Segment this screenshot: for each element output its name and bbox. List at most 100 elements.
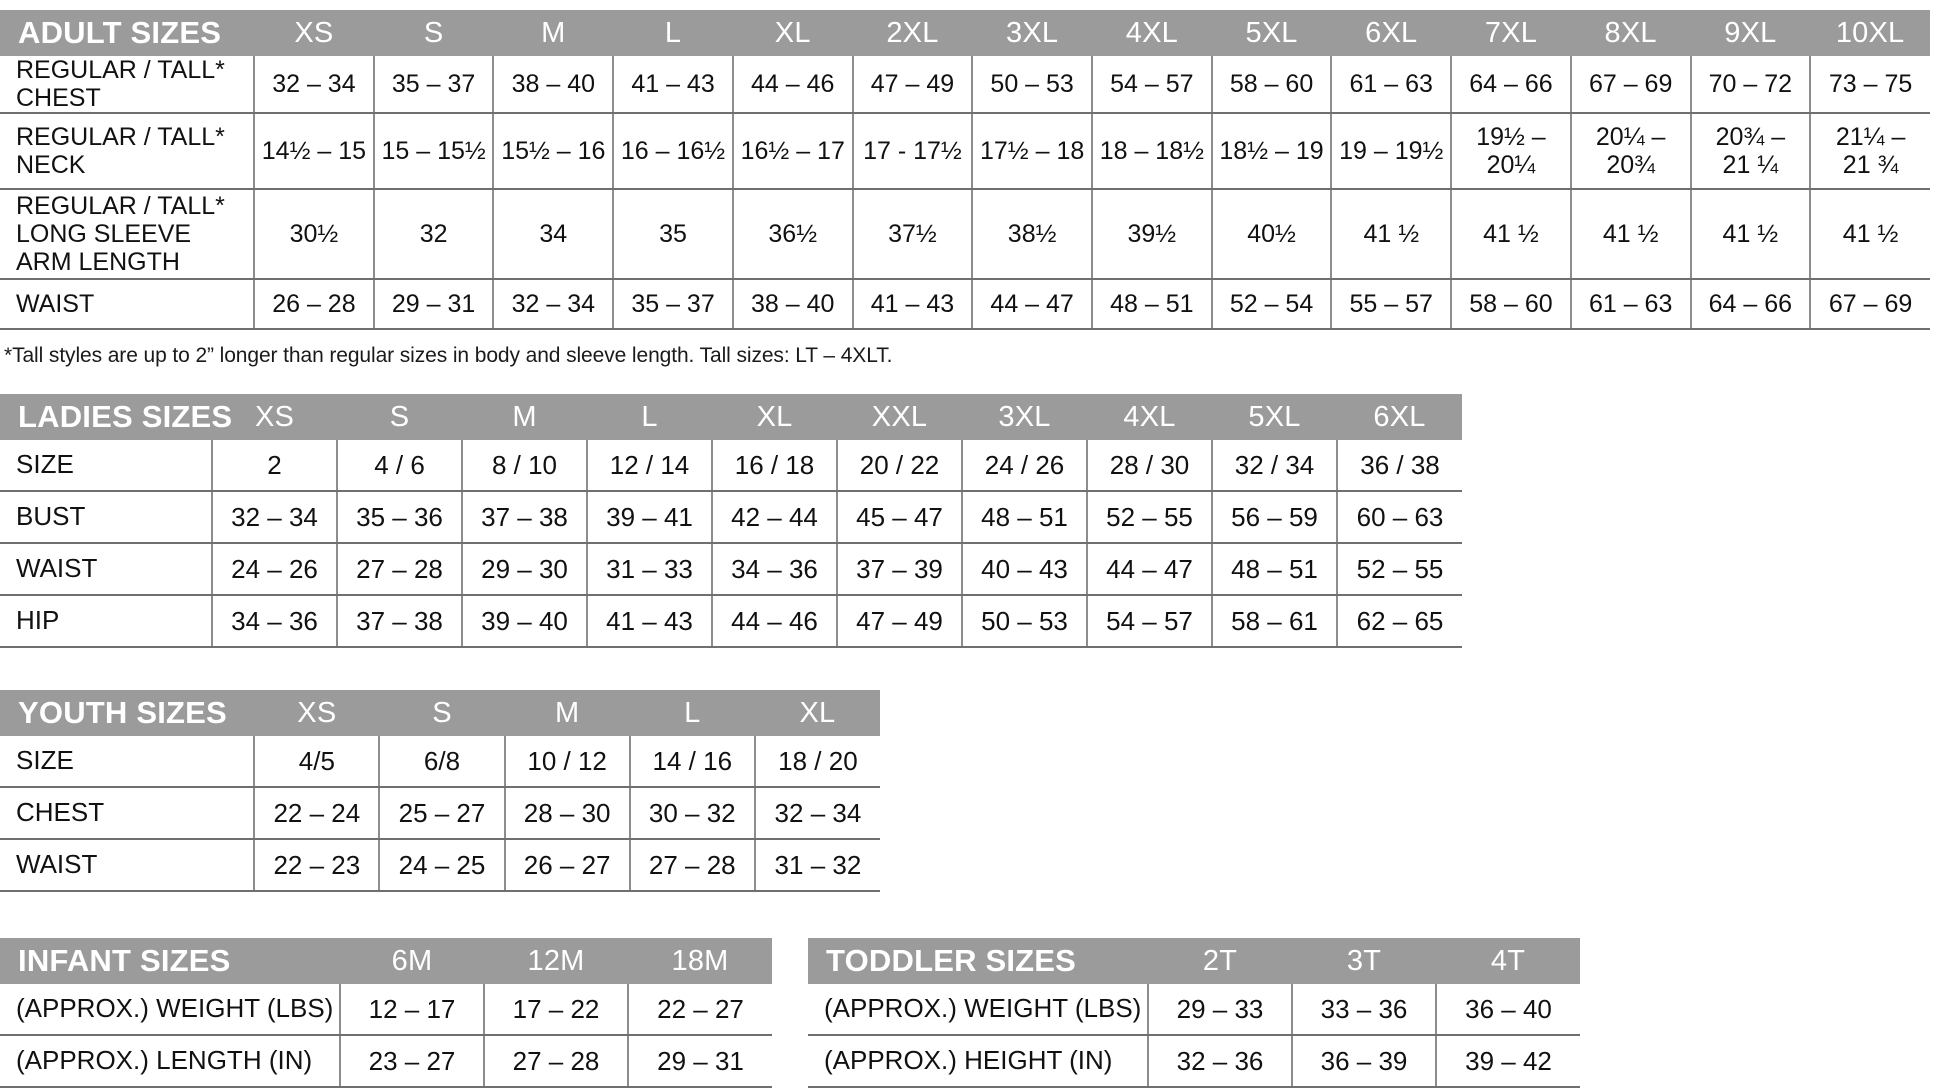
ladies-cell: 37 – 38 [462, 491, 588, 544]
ladies-size-header: 4XL [1087, 394, 1212, 440]
toddler-cell: 36 – 39 [1292, 1035, 1437, 1088]
adult-cell: 44 – 46 [732, 56, 854, 114]
adult-cell: 48 – 51 [1091, 279, 1213, 330]
adult-size-header: 9XL [1690, 10, 1811, 56]
ladies-row-label-line: BUST [16, 501, 86, 532]
adult-table-head: ADULT SIZES XS S M L XL 2XL 3XL 4XL 5XL 6XL 7XL 8XL 9… [0, 10, 1930, 56]
youth-header-row: YOUTH SIZES XS S M L XL [0, 690, 880, 736]
infant-row-label-line: (APPROX.) WEIGHT (LBS) [16, 993, 334, 1024]
ladies-cell: 45 – 47 [837, 491, 963, 544]
youth-cell: 26 – 27 [504, 839, 631, 892]
ladies-table-row: BUST 32 – 34 35 – 36 37 – 38 39 – 41 42 – 44 4… [0, 491, 1462, 544]
adult-cell: 35 – 37 [373, 56, 495, 114]
toddler-cell: 36 – 40 [1436, 984, 1580, 1036]
ladies-table-row: WAIST 24 – 26 27 – 28 29 – 30 31 – 33 34 – 36… [0, 543, 1462, 596]
adult-table-title: ADULT SIZES [0, 10, 255, 56]
toddler-table-row: (APPROX.) WEIGHT (LBS) 29 – 33 33 – 36 36 –… [808, 984, 1580, 1036]
toddler-row-label: (APPROX.) WEIGHT (LBS) [808, 984, 1149, 1036]
adult-row-label: WAIST [0, 279, 256, 330]
ladies-sizes-table: LADIES SIZES XS S M L XL XXL 3XL 4XL 5XL 6XL SIZE 2… [0, 394, 1462, 648]
infant-cell: 23 – 27 [340, 1035, 485, 1088]
size-chart-page: ADULT SIZES XS S M L XL 2XL 3XL 4XL 5XL 6XL 7XL 8XL 9… [0, 10, 1946, 1088]
toddler-table-head: TODDLER SIZES 2T 3T 4T [808, 938, 1580, 984]
ladies-cell: 40 – 43 [962, 543, 1088, 596]
adult-cell: 15½ – 16 [493, 113, 615, 190]
adult-cell: 29 – 31 [373, 279, 495, 330]
ladies-cell: 4 / 6 [337, 440, 463, 492]
adult-cell: 21¼ –21 ¾ [1810, 113, 1930, 190]
infant-cell: 27 – 28 [484, 1035, 629, 1088]
ladies-cell: 50 – 53 [962, 595, 1088, 648]
adult-cell: 32 – 34 [254, 56, 375, 114]
adult-size-header: 7XL [1451, 10, 1571, 56]
youth-table-body: SIZE 4/5 6/8 10 / 12 14 / 16 18 / 20 CHEST 22 –… [0, 736, 880, 892]
toddler-cell: 32 – 36 [1148, 1035, 1293, 1088]
adult-cell: 16½ – 17 [732, 113, 854, 190]
adult-cell: 37½ [852, 189, 974, 280]
ladies-cell: 52 – 55 [1337, 543, 1462, 596]
adult-cell: 19 – 19½ [1331, 113, 1453, 190]
ladies-cell: 48 – 51 [962, 491, 1088, 544]
adult-cell: 47 – 49 [852, 56, 974, 114]
ladies-cell: 24 / 26 [962, 440, 1088, 492]
adult-table-body: REGULAR / TALL* CHEST 32 – 34 35 – 37 38 – 4… [0, 56, 1930, 330]
youth-cell: 4/5 [254, 736, 381, 788]
adult-size-header: 4XL [1091, 10, 1212, 56]
ladies-cell: 42 – 44 [712, 491, 838, 544]
adult-cell: 73 – 75 [1810, 56, 1930, 114]
infant-cell: 17 – 22 [484, 984, 629, 1036]
toddler-row-label: (APPROX.) HEIGHT (IN) [808, 1035, 1149, 1088]
infant-cell: 29 – 31 [628, 1035, 772, 1088]
infant-row-label: (APPROX.) LENGTH (IN) [0, 1035, 341, 1088]
adult-cell: 39½ [1091, 189, 1213, 280]
adult-cell: 44 – 47 [972, 279, 1093, 330]
adult-cell: 61 – 63 [1570, 279, 1692, 330]
youth-table-head: YOUTH SIZES XS S M L XL [0, 690, 880, 736]
ladies-table-head: LADIES SIZES XS S M L XL XXL 3XL 4XL 5XL 6XL [0, 394, 1462, 440]
youth-size-header: XL [754, 690, 880, 736]
infant-row-label: (APPROX.) WEIGHT (LBS) [0, 984, 341, 1036]
adult-cell: 41 – 43 [613, 56, 734, 114]
adult-cell-line: 21 ¾ [1842, 151, 1899, 179]
ladies-row-label: HIP [0, 595, 213, 648]
adult-size-header: 3XL [972, 10, 1092, 56]
adult-cell: 70 – 72 [1690, 56, 1812, 114]
adult-row-label-line: REGULAR / TALL* [16, 123, 225, 151]
ladies-cell: 2 [212, 440, 338, 492]
ladies-cell: 39 – 40 [462, 595, 588, 648]
adult-size-header: 10XL [1810, 10, 1930, 56]
adult-table-row: REGULAR / TALL* LONG SLEEVE ARM LENGTH 30½ 3… [0, 189, 1930, 280]
ladies-size-header: 5XL [1212, 394, 1337, 440]
adult-cell: 41 ½ [1810, 189, 1930, 280]
ladies-cell: 37 – 38 [337, 595, 463, 648]
youth-row-label-line: WAIST [16, 849, 98, 880]
toddler-cell: 39 – 42 [1436, 1035, 1580, 1088]
youth-size-header: S [379, 690, 505, 736]
infant-table-title: INFANT SIZES [0, 938, 340, 984]
ladies-cell: 28 / 30 [1087, 440, 1213, 492]
infant-size-header: 18M [628, 938, 772, 984]
ladies-row-label: SIZE [0, 440, 213, 492]
adult-cell: 35 [613, 189, 734, 280]
ladies-size-header: S [337, 394, 462, 440]
toddler-cell: 29 – 33 [1148, 984, 1293, 1036]
ladies-cell: 37 – 39 [837, 543, 963, 596]
adult-cell: 50 – 53 [972, 56, 1093, 114]
adult-cell-line: 20¾ – [1715, 123, 1786, 151]
ladies-cell: 35 – 36 [337, 491, 463, 544]
youth-cell: 28 – 30 [504, 787, 631, 840]
adult-cell: 18½ – 19 [1211, 113, 1333, 190]
adult-cell: 20¾ –21 ¼ [1690, 113, 1812, 190]
toddler-header-row: TODDLER SIZES 2T 3T 4T [808, 938, 1580, 984]
adult-cell-line: 20¼ – [1595, 123, 1666, 151]
ladies-cell: 39 – 41 [587, 491, 713, 544]
adult-cell: 17 - 17½ [852, 113, 974, 190]
youth-cell: 18 / 20 [754, 736, 880, 788]
ladies-row-label: BUST [0, 491, 213, 544]
adult-cell: 34 [493, 189, 615, 280]
toddler-cell: 33 – 36 [1292, 984, 1437, 1036]
ladies-cell: 34 – 36 [212, 595, 338, 648]
youth-cell: 31 – 32 [754, 839, 880, 892]
